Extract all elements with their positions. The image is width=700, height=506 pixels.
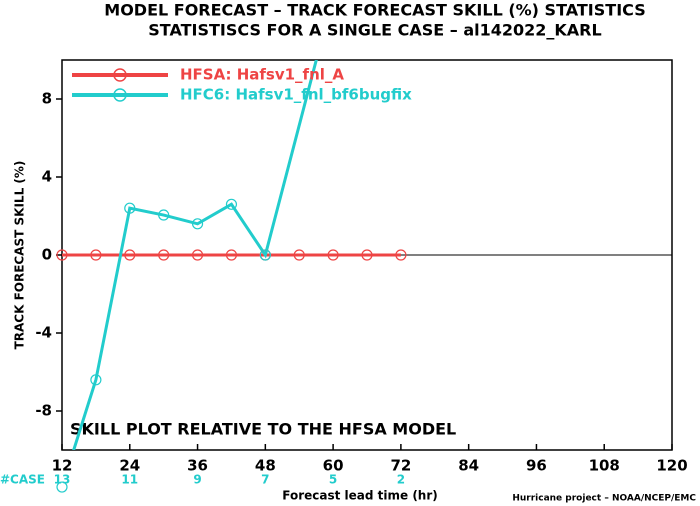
y-tick-label: -8 xyxy=(35,402,52,420)
case-count: 11 xyxy=(121,473,138,487)
x-tick-label: 120 xyxy=(656,457,687,475)
case-label: #CASE xyxy=(0,473,45,487)
legend-label: HFSA: Hafsv1_fnl_A xyxy=(180,66,344,84)
case-count: 7 xyxy=(261,473,269,487)
x-tick-label: 48 xyxy=(255,457,276,475)
markers xyxy=(56,198,407,493)
series-marker xyxy=(361,249,373,261)
series-marker xyxy=(90,249,102,261)
series-marker xyxy=(56,481,68,493)
series-marker xyxy=(158,249,170,261)
x-tick-label: 84 xyxy=(458,457,479,475)
x-tick-label: 72 xyxy=(390,457,411,475)
series-marker xyxy=(395,249,407,261)
series-marker xyxy=(191,249,204,261)
case-count: 2 xyxy=(397,473,405,487)
legend-marker xyxy=(113,68,127,82)
y-tick-label: 0 xyxy=(42,246,52,264)
lines xyxy=(62,60,401,450)
case-count: 5 xyxy=(329,473,337,487)
series-marker xyxy=(225,198,238,210)
series-marker xyxy=(90,374,102,386)
case-count: 13 xyxy=(54,473,71,487)
series-marker xyxy=(327,249,339,261)
x-tick-label: 60 xyxy=(323,457,344,475)
x-tick-label: 24 xyxy=(119,457,140,475)
series-marker xyxy=(225,249,238,261)
x-tick-label: 36 xyxy=(187,457,208,475)
series-marker xyxy=(293,249,305,261)
y-axis-label: TRACK FORECAST SKILL (%) xyxy=(13,161,27,350)
y-tick-label: -4 xyxy=(35,324,52,342)
x-axis-label: Forecast lead time (hr) xyxy=(282,489,438,503)
series-line xyxy=(72,60,318,450)
case-count: 9 xyxy=(193,473,201,487)
annotation: SKILL PLOT RELATIVE TO THE HFSA MODEL xyxy=(70,420,456,439)
series-marker xyxy=(191,218,204,230)
series-marker xyxy=(56,249,68,261)
chart-subtitle: STATISTISCS FOR A SINGLE CASE – al142022… xyxy=(148,21,601,40)
legend-marker xyxy=(113,88,127,102)
x-tick-label: 108 xyxy=(589,457,620,475)
legend-label: HFC6: Hafsv1_fnl_bf6bugfix xyxy=(180,86,412,104)
series-marker xyxy=(124,249,136,261)
chart-title: MODEL FORECAST – TRACK FORECAST SKILL (%… xyxy=(104,1,645,20)
series-marker xyxy=(158,209,170,221)
series-marker xyxy=(259,249,271,261)
y-tick-label: 8 xyxy=(42,90,52,108)
x-tick-label: 12 xyxy=(52,457,73,475)
x-tick-label: 96 xyxy=(526,457,547,475)
footer: Hurricane project – NOAA/NCEP/EMC xyxy=(512,494,696,504)
series-marker xyxy=(124,202,136,214)
y-tick-label: 4 xyxy=(42,168,52,186)
